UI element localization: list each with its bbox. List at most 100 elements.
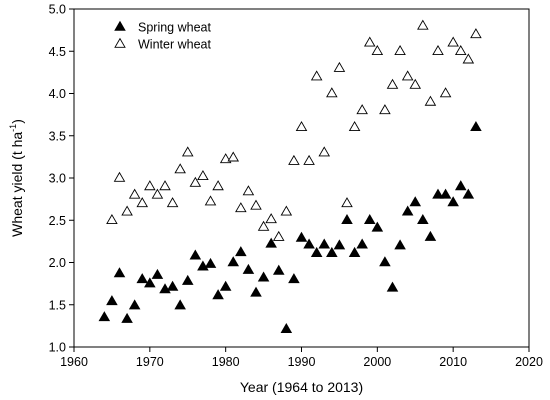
spring-wheat-point <box>250 286 262 297</box>
x-tick-label: 1980 <box>212 355 240 369</box>
winter-wheat-point <box>424 95 437 106</box>
spring-wheat-point <box>401 205 414 216</box>
winter-wheat-point <box>401 70 414 81</box>
legend: Spring wheat Winter wheat <box>114 20 211 52</box>
winter-wheat-point <box>288 154 300 165</box>
winter-wheat-point <box>371 44 384 55</box>
winter-wheat-point <box>318 146 331 157</box>
x-axis-title: Year (1964 to 2013) <box>240 379 363 395</box>
winter-wheat-point <box>439 87 452 98</box>
winter-wheat-point <box>242 185 255 196</box>
winter-wheat-point <box>151 188 164 199</box>
spring-wheat-point <box>454 180 467 191</box>
spring-wheat-point <box>409 196 422 207</box>
spring-wheat-point <box>462 188 475 199</box>
y-tick-label: 2.0 <box>49 256 66 270</box>
winter-wheat-point <box>227 151 240 162</box>
winter-wheat-point <box>280 205 293 216</box>
winter-wheat-point <box>462 53 475 64</box>
y-tick-label: 4.5 <box>49 45 66 59</box>
winter-wheat-point <box>212 180 224 191</box>
winter-wheat-point <box>136 197 149 208</box>
legend-marker-spring-wheat <box>114 20 126 31</box>
plot-border <box>73 8 530 348</box>
winter-wheat-point <box>106 213 118 224</box>
y-axis-title-superscript: -1 <box>8 124 18 132</box>
legend-item-spring-wheat: Spring wheat <box>114 20 211 35</box>
spring-wheat-point <box>189 249 202 260</box>
winter-wheat-point <box>121 205 133 216</box>
spring-wheat-point <box>379 256 391 267</box>
spring-wheat-point <box>333 239 346 250</box>
winter-wheat-point <box>386 78 399 89</box>
winter-wheat-point <box>333 61 346 72</box>
spring-wheat-point <box>227 256 240 267</box>
x-tick-label: 1970 <box>136 355 164 369</box>
spring-wheat-point <box>136 273 149 284</box>
spring-wheat-point <box>272 264 285 275</box>
spring-wheat-point <box>310 246 323 257</box>
y-axis-title-main: Wheat yield (t ha <box>9 132 25 237</box>
winter-wheat-point <box>189 176 202 187</box>
spring-wheat-point <box>371 221 384 232</box>
spring-wheat-point <box>121 312 133 323</box>
spring-wheat-point <box>166 280 179 291</box>
spring-wheat-point <box>363 213 376 224</box>
y-tick-label: 3.5 <box>49 129 66 143</box>
spring-wheat-point <box>265 237 277 248</box>
winter-wheat-point <box>174 163 186 174</box>
x-tick-label: 2020 <box>515 355 543 369</box>
plot-area <box>73 8 530 348</box>
spring-wheat-point <box>447 196 459 207</box>
y-tick-label: 1.5 <box>49 298 66 312</box>
spring-wheat-point <box>424 230 437 241</box>
spring-wheat-point <box>174 299 186 310</box>
spring-wheat-point <box>288 273 300 284</box>
spring-wheat-point <box>212 289 224 300</box>
spring-wheat-point <box>439 188 452 199</box>
legend-marker-winter-wheat <box>114 37 126 48</box>
winter-wheat-point <box>341 197 353 208</box>
winter-wheat-point <box>235 202 247 213</box>
y-axis-title-close: ) <box>9 119 25 124</box>
winter-wheat-point <box>356 104 368 115</box>
spring-wheat-point <box>204 257 217 268</box>
x-tick-label: 2010 <box>439 355 467 369</box>
winter-wheat-point <box>470 28 482 39</box>
spring-wheat-point <box>98 311 111 322</box>
spring-wheat-point <box>113 267 126 278</box>
x-tick-label: 2000 <box>363 355 391 369</box>
winter-wheat-point <box>250 199 262 210</box>
winter-wheat-point <box>295 121 308 132</box>
spring-wheat-point <box>417 213 429 224</box>
spring-wheat-point <box>432 188 444 199</box>
winter-wheat-point <box>265 213 277 224</box>
spring-wheat-point <box>219 280 232 291</box>
winter-wheat-point <box>128 188 141 199</box>
winter-wheat-point <box>303 154 315 165</box>
spring-wheat-point <box>144 277 156 288</box>
winter-wheat-point <box>113 171 126 182</box>
winter-wheat-point <box>454 44 467 55</box>
spring-wheat-point <box>257 271 270 282</box>
y-tick-label: 4.0 <box>49 87 66 101</box>
winter-wheat-point <box>272 230 285 241</box>
winter-wheat-point <box>166 197 179 208</box>
data-points <box>98 19 482 333</box>
winter-wheat-point <box>447 36 459 47</box>
spring-wheat-point <box>151 268 164 279</box>
spring-wheat-point <box>235 246 247 257</box>
winter-wheat-point <box>144 180 156 191</box>
y-axis-title: Wheat yield (t ha-1) <box>8 119 25 237</box>
y-tick-label: 5.0 <box>49 3 66 17</box>
spring-wheat-point <box>303 238 315 249</box>
winter-wheat-point <box>310 70 323 81</box>
spring-wheat-point <box>386 281 399 292</box>
spring-wheat-point <box>106 295 118 306</box>
winter-wheat-point <box>326 87 338 98</box>
legend-label-spring-wheat: Spring wheat <box>138 21 211 35</box>
winter-wheat-point <box>409 78 422 89</box>
winter-wheat-point <box>432 44 444 55</box>
